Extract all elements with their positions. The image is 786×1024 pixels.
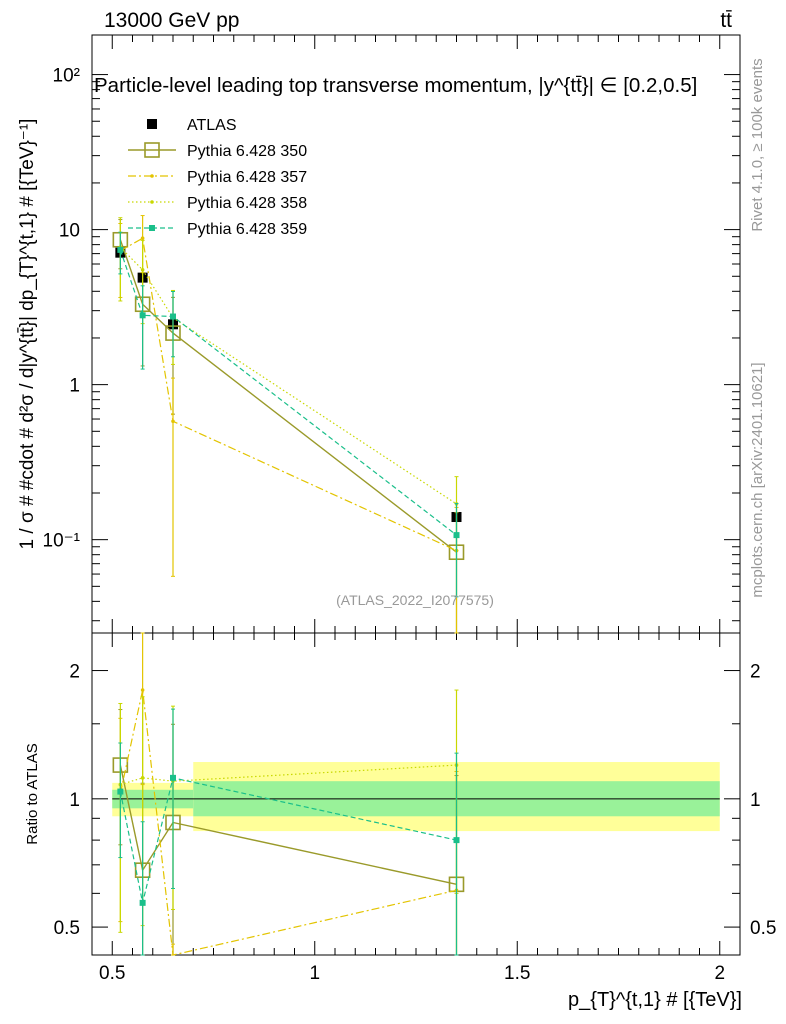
py359-point	[453, 532, 460, 539]
series-pythia-6.428-358	[118, 217, 459, 552]
legend: ATLAS Pythia 6.428 350 Pythia 6.428 357 Pyt…	[128, 117, 307, 238]
py357-point	[140, 236, 145, 241]
py359-point	[149, 225, 155, 231]
py357-point	[140, 688, 145, 692]
py357-point	[150, 174, 154, 178]
legend-label: Pythia 6.428 357	[187, 169, 307, 186]
py359-point	[139, 312, 146, 319]
rivet-label: Rivet 4.1.0, ≥ 100k events	[749, 58, 766, 231]
py359-point	[453, 837, 460, 844]
ratio-tick-label-right: 0.5	[750, 918, 776, 939]
legend-label: Pythia 6.428 358	[187, 195, 307, 212]
series-atlas	[115, 247, 462, 523]
series-line	[119, 777, 457, 903]
series-line	[120, 237, 457, 552]
y-tick-label: 1	[69, 376, 80, 397]
py359-point	[170, 774, 176, 781]
process-label: tt̄	[720, 9, 732, 32]
legend-entry: Pythia 6.428 350	[128, 142, 307, 160]
legend-label: ATLAS	[187, 117, 237, 134]
ratio-tick-label: 0.5	[54, 918, 80, 939]
y-tick-label: 10²	[53, 66, 80, 87]
py359-point	[117, 246, 124, 253]
series-line	[119, 239, 457, 553]
series-pythia-6.428-350	[112, 219, 465, 634]
legend-label: Pythia 6.428 350	[187, 143, 307, 160]
series-pythia-6.428-357	[118, 215, 459, 634]
main-series	[112, 215, 465, 634]
ratio-tick-label-right: 1	[750, 790, 761, 811]
y-axis-title: 1 / σ # #cdot # d²σ / d|y^{tt̄}| dp_{T}^…	[17, 119, 38, 550]
py358-point	[150, 200, 154, 204]
py350-point	[144, 142, 160, 158]
x-tick-label: 0.5	[99, 963, 125, 984]
ratio-tick-label-right: 2	[750, 662, 761, 683]
ratio-uncertainty-bands	[112, 762, 720, 832]
x-tick-label: 1	[309, 963, 320, 984]
series-pythia-6.428-359	[117, 231, 460, 598]
legend-entry: ATLAS	[147, 117, 237, 134]
energy-label: 13000 GeV pp	[104, 9, 239, 32]
py357-point	[171, 419, 175, 424]
legend-entry: Pythia 6.428 357	[128, 169, 307, 186]
atlas-point	[147, 119, 157, 129]
site-label: mcplots.cern.ch [arXiv:2401.10621]	[749, 362, 766, 597]
legend-entry: Pythia 6.428 359	[128, 221, 307, 238]
legend-label: Pythia 6.428 359	[187, 221, 307, 238]
py359-point	[117, 788, 124, 795]
axes: 0.5 1 1.5 2 10⁻¹ 1 10 10² 0.5 0.5 1 1 2 2	[43, 35, 776, 984]
py359-point	[139, 899, 146, 906]
x-tick-label: 2	[714, 963, 725, 984]
y-tick-label: 10	[59, 221, 80, 242]
x-axis-title: p_{T}^{t,1} # [{TeV}]	[568, 989, 742, 1011]
ratio-series	[112, 632, 465, 956]
py359-point	[170, 313, 176, 320]
series-line	[119, 246, 457, 505]
py358-point	[140, 776, 145, 780]
ratio-axis-title: Ratio to ATLAS	[24, 743, 41, 844]
analysis-id: (ATLAS_2022_I2077575)	[336, 592, 494, 608]
ratio-tick-label: 1	[69, 790, 80, 811]
ratio-tick-label: 2	[69, 662, 80, 683]
series-pythia-6.428-350	[112, 709, 465, 956]
legend-entry: Pythia 6.428 358	[128, 195, 307, 212]
py358-point	[140, 268, 145, 272]
x-tick-label: 1.5	[504, 963, 530, 984]
series-line	[119, 689, 457, 956]
series-line	[119, 249, 457, 536]
series-pythia-6.428-359	[117, 708, 460, 956]
series-line	[119, 764, 457, 886]
plot-title: Particle-level leading top transverse mo…	[94, 74, 697, 97]
y-tick-label: 10⁻¹	[43, 531, 81, 552]
